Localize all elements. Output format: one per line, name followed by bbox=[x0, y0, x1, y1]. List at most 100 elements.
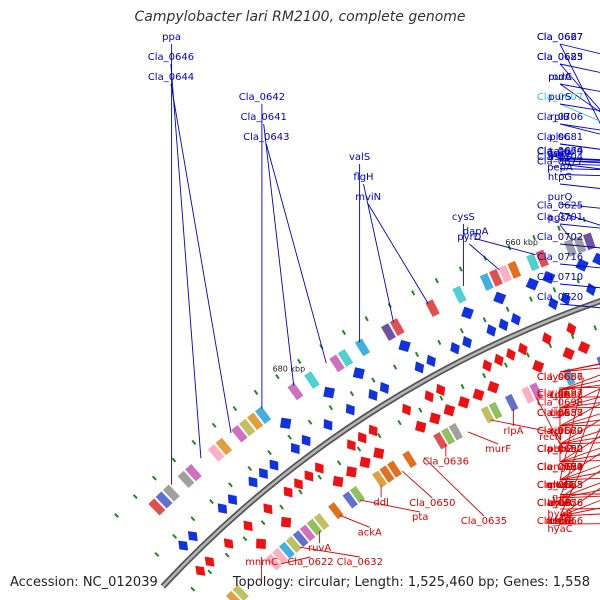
gene-label: Cla_0676 bbox=[537, 498, 583, 509]
gene-label: Cla_0720 bbox=[537, 292, 583, 303]
feature-block bbox=[162, 484, 180, 502]
feature-block bbox=[279, 541, 295, 559]
tick-mark bbox=[414, 351, 420, 358]
gene-label: Cla_0665 bbox=[537, 480, 583, 491]
reverse-gene-arrow bbox=[506, 348, 516, 361]
forward-gene-arrow bbox=[217, 503, 228, 514]
gene-label: Cla_0710 bbox=[537, 272, 583, 283]
gene-label: Cla_0657 bbox=[537, 372, 583, 383]
leader-line bbox=[559, 377, 584, 481]
tick-mark bbox=[371, 377, 376, 383]
reverse-gene-arrow bbox=[415, 420, 427, 433]
reverse-gene-arrow bbox=[402, 403, 412, 416]
reverse-gene-arrow bbox=[280, 516, 292, 528]
feature-block bbox=[255, 406, 272, 424]
feature-block bbox=[304, 371, 320, 389]
forward-gene-arrow bbox=[301, 434, 311, 447]
gene-label: rpiB bbox=[550, 112, 570, 123]
leader-line bbox=[559, 83, 600, 113]
gene-label: gltX1 bbox=[547, 480, 573, 491]
forward-gene-arrow bbox=[548, 297, 559, 311]
gene-label: Cla_0641 bbox=[241, 112, 287, 123]
forward-gene-arrow bbox=[542, 270, 556, 284]
gene-label: aspS bbox=[548, 152, 572, 163]
feature-block bbox=[535, 249, 549, 268]
feature-block bbox=[433, 431, 448, 450]
forward-gene-arrow bbox=[345, 403, 355, 416]
gene-label: mobB bbox=[545, 516, 574, 527]
gene-label: Cla_0650 bbox=[409, 498, 455, 509]
feature-block bbox=[448, 423, 463, 441]
feature-block bbox=[215, 437, 233, 456]
tick-mark bbox=[190, 586, 196, 592]
reverse-gene-arrow bbox=[315, 462, 324, 474]
gene-label: ruvA bbox=[308, 543, 331, 554]
backbone-layer bbox=[160, 298, 600, 589]
tick-mark bbox=[529, 296, 533, 302]
leader-line bbox=[280, 556, 311, 565]
leader-line bbox=[339, 514, 370, 528]
feature-block bbox=[349, 486, 366, 504]
gene-label: dapA bbox=[463, 227, 489, 238]
gene-label: queA bbox=[547, 149, 573, 160]
reverse-gene-arrow bbox=[472, 388, 485, 401]
gene-label: Cla_0685 bbox=[537, 52, 583, 63]
gene-label: Cla_0730 bbox=[537, 462, 583, 473]
gene-label: Cla_0644 bbox=[148, 72, 194, 83]
gene-label: engB bbox=[547, 462, 573, 473]
feature-block bbox=[441, 427, 456, 445]
feature-block bbox=[285, 536, 302, 553]
forward-gene-arrow bbox=[248, 476, 258, 488]
feature-block bbox=[488, 401, 503, 420]
page-title: Campylobacter lari RM2100, complete geno… bbox=[134, 9, 466, 25]
gene-label: purS bbox=[548, 92, 571, 103]
gene-label: Cla_0635 bbox=[461, 516, 507, 527]
gene-label: ligA bbox=[551, 408, 570, 419]
tick-mark bbox=[253, 389, 259, 395]
feature-block bbox=[239, 418, 256, 437]
tick-mark bbox=[247, 465, 253, 472]
gene-label: lysC bbox=[550, 372, 571, 383]
gene-label-layer: ppa Cla_0646 Cla_0644 Cla_0642 Cla_0641 Cla_0… bbox=[148, 32, 600, 582]
feature-block bbox=[582, 232, 596, 251]
tick-mark bbox=[132, 494, 138, 500]
forward-gene-arrow bbox=[368, 389, 378, 401]
tick-mark bbox=[460, 383, 465, 390]
feature-block bbox=[379, 465, 395, 483]
reverse-gene-arrow bbox=[304, 470, 314, 482]
gene-label: mnmC bbox=[245, 557, 278, 568]
reverse-gene-arrow bbox=[436, 383, 446, 397]
tick-mark bbox=[154, 551, 160, 557]
leader-line bbox=[559, 211, 600, 226]
gene-label: hyaB bbox=[547, 509, 572, 520]
feature-block bbox=[329, 354, 345, 373]
gene-label: Cla_0716 bbox=[537, 252, 583, 263]
gene-label: recG bbox=[548, 516, 571, 527]
gene-label: Cla_0642 bbox=[239, 92, 285, 103]
gene-label: Cla_0636 bbox=[423, 457, 469, 468]
leader-line bbox=[265, 143, 327, 364]
feature-block bbox=[265, 553, 282, 571]
leader-line bbox=[475, 238, 536, 256]
leader-line bbox=[363, 183, 394, 323]
feature-block bbox=[272, 547, 289, 565]
feature-block bbox=[155, 491, 173, 509]
feature-block bbox=[507, 260, 522, 279]
leader-line bbox=[360, 499, 421, 513]
gene-label: cheR bbox=[548, 498, 573, 509]
reverse-gene-arrow bbox=[577, 340, 591, 355]
tick-mark bbox=[503, 362, 508, 368]
feature-block bbox=[372, 470, 388, 488]
gene-label: cheB bbox=[548, 480, 573, 491]
tick-mark bbox=[267, 450, 272, 456]
reverse-gene-arrow bbox=[256, 538, 266, 550]
tick-mark bbox=[576, 278, 580, 284]
leader-line bbox=[559, 43, 600, 125]
tick-mark bbox=[570, 333, 575, 340]
tick-mark bbox=[171, 457, 177, 463]
tick-mark bbox=[317, 474, 322, 480]
tick-mark bbox=[298, 489, 303, 495]
feature-block bbox=[306, 518, 323, 536]
gene-label: Cla_0690 bbox=[537, 444, 583, 455]
